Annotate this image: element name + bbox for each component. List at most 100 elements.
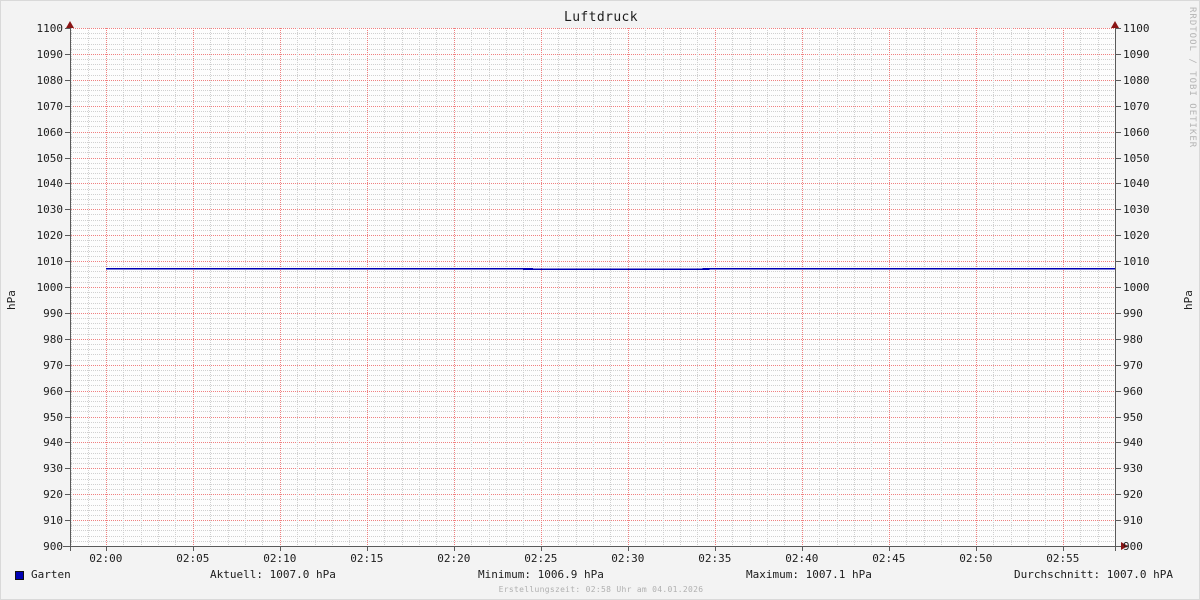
stat-current: Aktuell: 1007.0 hPa	[210, 568, 336, 581]
legend: Garten Aktuell: 1007.0 hPa Minimum: 1006…	[1, 568, 1199, 584]
x-axis-tick-label: 02:30	[611, 552, 645, 565]
y-axis-tick-label-left: 900	[43, 540, 63, 553]
x-axis-tick-label: 02:40	[785, 552, 819, 565]
y-axis-tick-mark	[65, 520, 70, 521]
y-axis-tick-label-left: 1010	[36, 255, 64, 269]
y-axis-tick-label-left: 950	[43, 410, 63, 424]
y-axis-tick-label-left: 970	[43, 358, 63, 372]
x-axis-tick-mark	[280, 547, 281, 551]
y-axis-tick-label-left: 1020	[36, 229, 64, 243]
y-axis-tick-mark	[65, 235, 70, 236]
y-axis-tick-mark	[1116, 106, 1121, 107]
y-axis-tick-label-left: 960	[43, 384, 63, 398]
x-axis-tick-mark	[454, 547, 455, 551]
x-axis-tick-mark	[976, 547, 977, 551]
y-axis-tick-mark	[1116, 313, 1121, 314]
y-axis-right-spine	[1115, 23, 1116, 551]
x-axis-tick-mark	[889, 547, 890, 551]
page-title: Luftdruck	[563, 10, 639, 25]
y-axis-tick-mark	[65, 132, 70, 133]
y-axis-tick-label-right: 1050	[1123, 151, 1150, 165]
rrdtool-watermark: RRDTOOL / TOBI OETIKER	[1187, 7, 1197, 149]
y-axis-tick-label-right: 950	[1123, 410, 1143, 424]
y-axis-tick-mark	[65, 442, 70, 443]
y-axis-tick-mark	[65, 183, 70, 184]
y-axis-tick-label-left: 1100	[36, 22, 64, 35]
y-axis-tick-label-right: 1060	[1123, 125, 1150, 139]
grid-layer	[71, 28, 1115, 546]
y-axis-tick-mark	[1116, 261, 1121, 262]
x-axis-tick-label: 02:55	[1046, 552, 1080, 565]
x-axis-tick-label: 02:00	[89, 552, 123, 565]
y-axis-tick-label-left: 990	[43, 306, 63, 320]
y-axis-tick-mark	[1116, 183, 1121, 184]
y-axis-unit-right: hPa	[1182, 290, 1195, 310]
y-axis-tick-label-left: 930	[43, 462, 63, 476]
stat-minimum: Minimum: 1006.9 hPa	[478, 568, 604, 581]
y-axis-tick-mark	[65, 28, 70, 29]
x-axis-tick-mark	[367, 547, 368, 551]
y-axis-tick-mark	[1116, 520, 1121, 521]
data-layer	[105, 267, 1115, 270]
y-axis-tick-mark	[65, 209, 70, 210]
y-axis-tick-label-right: 1080	[1123, 73, 1150, 87]
y-axis-tick-mark	[1116, 80, 1121, 81]
y-axis-tick-mark	[65, 106, 70, 107]
y-axis-tick-mark	[1116, 287, 1121, 288]
x-axis-tick-mark	[628, 547, 629, 551]
x-axis-tick-mark	[193, 547, 194, 551]
y-axis-tick-label-left: 1050	[36, 151, 64, 165]
y-axis-tick-mark	[1116, 209, 1121, 210]
x-axis-arrow-icon	[1121, 542, 1128, 550]
y-axis-tick-label-right: 1070	[1123, 99, 1150, 113]
y-axis-left-arrow-icon	[66, 21, 74, 28]
y-axis-tick-label-right: 900	[1123, 540, 1143, 553]
y-axis-tick-label-left: 1090	[36, 47, 64, 61]
y-axis-tick-mark	[1116, 235, 1121, 236]
legend-series-name: Garten	[31, 568, 71, 581]
y-axis-tick-mark	[1116, 28, 1121, 29]
plot-area	[71, 28, 1115, 546]
y-axis-tick-mark	[65, 54, 70, 55]
creation-timestamp: Erstellungszeit: 02:58 Uhr am 04.01.2026	[498, 585, 704, 594]
x-axis-tick-label: 02:25	[524, 552, 558, 565]
x-axis-tick-label: 02:45	[872, 552, 906, 565]
x-axis-tick-label: 02:10	[263, 552, 297, 565]
y-axis-tick-label-right: 1020	[1123, 229, 1150, 243]
y-axis-tick-mark	[1116, 365, 1121, 366]
y-axis-tick-label-right: 960	[1123, 384, 1143, 398]
y-axis-tick-mark	[1116, 391, 1121, 392]
y-axis-tick-label-right: 920	[1123, 488, 1143, 502]
x-axis-tick-label: 02:05	[176, 552, 210, 565]
legend-color-swatch	[15, 571, 24, 580]
x-axis-tick-mark	[715, 547, 716, 551]
y-axis-tick-mark	[65, 261, 70, 262]
y-axis-tick-label-right: 1030	[1123, 203, 1150, 217]
y-axis-tick-label-left: 940	[43, 436, 63, 450]
y-axis-tick-label-left: 1000	[36, 281, 64, 294]
y-axis-unit-left: hPa	[5, 290, 18, 310]
y-axis-tick-label-right: 910	[1123, 514, 1143, 528]
y-axis-tick-mark	[65, 287, 70, 288]
y-axis-tick-label-left: 1060	[36, 125, 64, 139]
y-axis-tick-mark	[65, 158, 70, 159]
x-axis-tick-mark	[106, 547, 107, 551]
y-axis-tick-label-left: 1030	[36, 203, 64, 217]
y-axis-tick-label-left: 1040	[36, 177, 64, 191]
y-axis-tick-mark	[65, 546, 70, 547]
y-axis-tick-mark	[65, 313, 70, 314]
y-axis-tick-mark	[65, 80, 70, 81]
y-axis-tick-label-right: 930	[1123, 462, 1143, 476]
y-axis-tick-mark	[1116, 442, 1121, 443]
y-axis-tick-mark	[1116, 468, 1121, 469]
y-axis-tick-label-left: 980	[43, 332, 63, 346]
x-axis-tick-mark	[541, 547, 542, 551]
y-axis-tick-mark	[1116, 132, 1121, 133]
y-axis-tick-mark	[1116, 417, 1121, 418]
y-axis-tick-label-right: 1010	[1123, 255, 1150, 269]
stat-average: Durchschnitt: 1007.0 hPA	[1014, 568, 1173, 581]
y-axis-tick-mark	[1116, 339, 1121, 340]
x-axis-tick-mark	[802, 547, 803, 551]
stat-maximum: Maximum: 1007.1 hPa	[746, 568, 872, 581]
